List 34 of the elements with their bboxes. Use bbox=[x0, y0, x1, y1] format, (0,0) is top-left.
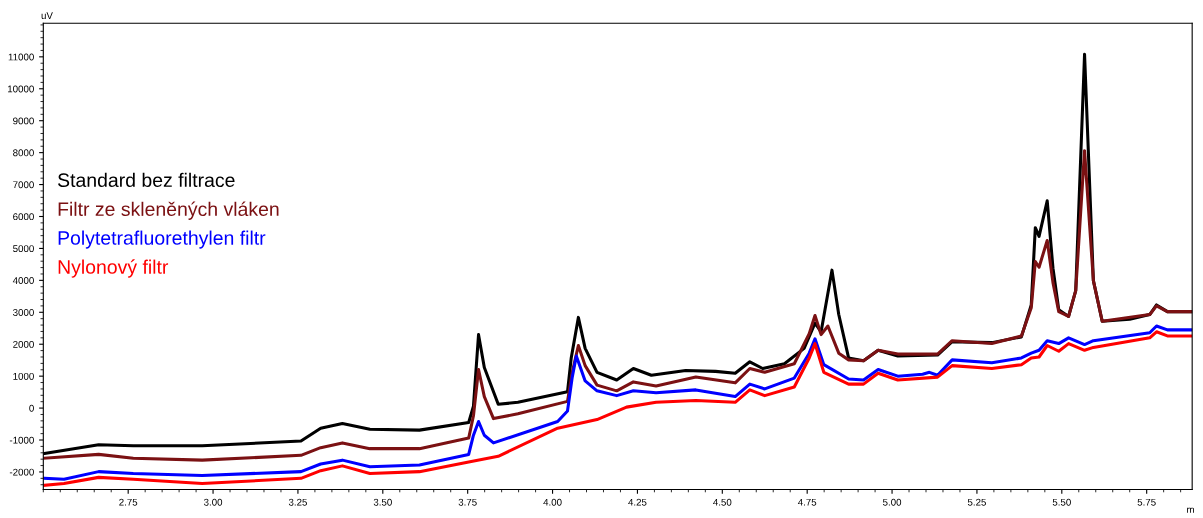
x-axis-title: m bbox=[1187, 507, 1194, 513]
text: Standard bez filtrace bbox=[57, 172, 235, 188]
x-tick-label: 4.00 bbox=[543, 498, 562, 506]
text: Polytetrafluorethylen filtr bbox=[58, 230, 266, 249]
y-axis-title: uV bbox=[41, 12, 53, 20]
y-tick-label: 10000 bbox=[7, 85, 34, 93]
y-tick-label: 3000 bbox=[13, 309, 34, 316]
y-tick-label: 9000 bbox=[13, 117, 34, 125]
y-tick-label: 8000 bbox=[13, 149, 34, 157]
x-tick-label: 4.50 bbox=[713, 498, 732, 506]
y-tick-label: 6000 bbox=[13, 213, 34, 221]
y-tick-label: 2000 bbox=[13, 340, 34, 348]
x-tick-label: 5.50 bbox=[1052, 498, 1071, 506]
x-tick-label: 5.25 bbox=[967, 498, 986, 506]
x-tick-label: 4.25 bbox=[628, 498, 647, 506]
x-tick-label: 4.75 bbox=[797, 498, 817, 506]
y-tick-label: 5000 bbox=[13, 245, 34, 253]
y-tick-label: -1000 bbox=[9, 436, 34, 444]
text: Filtr ze skleněných vláken bbox=[58, 201, 279, 220]
y-tick-label: -2000 bbox=[9, 468, 34, 476]
x-tick-label: 5.00 bbox=[882, 498, 902, 506]
x-tick-label: 3.75 bbox=[458, 498, 477, 506]
x-tick-label: 5.75 bbox=[1137, 498, 1156, 506]
x-tick-label: 3.25 bbox=[288, 498, 307, 506]
x-tick-label: 2.75 bbox=[119, 498, 138, 506]
y-tick-label: 1000 bbox=[13, 372, 34, 380]
line-series bbox=[43, 149, 1193, 462]
text: Nylonový filtr bbox=[58, 259, 169, 278]
x-tick-label: 3.00 bbox=[203, 498, 223, 506]
y-tick-label: 11000 bbox=[8, 53, 34, 61]
x-tick-label: 3.50 bbox=[373, 498, 392, 506]
y-tick-label: 4000 bbox=[12, 277, 34, 284]
y-tick-label: 0 bbox=[29, 404, 34, 412]
y-tick-label: 7000 bbox=[13, 181, 34, 189]
